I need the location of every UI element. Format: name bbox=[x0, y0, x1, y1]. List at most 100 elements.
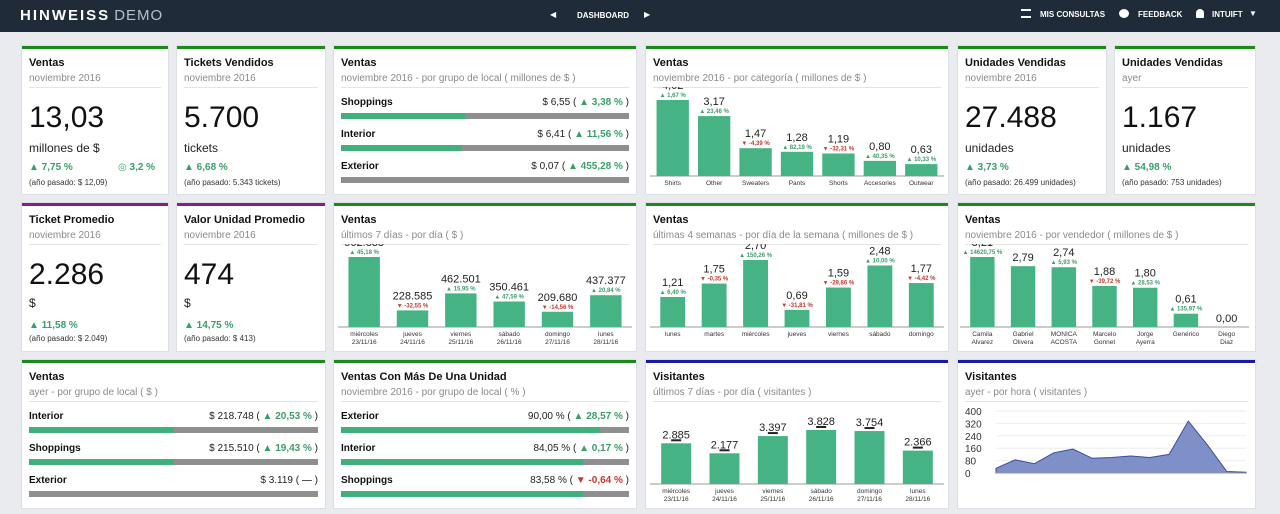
feedback-link[interactable]: FEEDBACK bbox=[1138, 10, 1183, 19]
card-title: Ventas bbox=[341, 214, 377, 226]
bar bbox=[445, 293, 477, 327]
bar-value-label: 2.366 bbox=[904, 437, 932, 449]
bar-marker bbox=[912, 446, 923, 449]
card-title: Ventas Con Más De Una Unidad bbox=[341, 371, 507, 383]
list-row-value: $ 3.119 ( — ) bbox=[260, 475, 318, 486]
bar-value-label: 2,48 bbox=[869, 245, 890, 257]
user-icon bbox=[1196, 9, 1204, 18]
x-tick-label: domingo bbox=[909, 331, 934, 338]
bar-value-label: 1,80 bbox=[1135, 268, 1156, 280]
x-tick-label: jueves bbox=[402, 331, 423, 338]
x-tick-label: lunes bbox=[598, 331, 614, 338]
area-series bbox=[995, 420, 1247, 474]
bar-change-label: ▲ 45,18 % bbox=[349, 250, 379, 256]
bar-change-label: ▲ 82,19 % bbox=[782, 145, 812, 151]
bar-change-label: ▼ -4,39 % bbox=[741, 141, 770, 147]
x-tick-label: Olivera bbox=[1013, 339, 1034, 346]
bar-change-label: ▲ 40,35 % bbox=[865, 154, 895, 160]
chevron-down-icon[interactable]: ▼ bbox=[1249, 9, 1257, 18]
list-row-label: Exterior bbox=[29, 475, 67, 486]
bar bbox=[348, 257, 380, 327]
bar-value-label: 3,17 bbox=[703, 96, 724, 108]
list-row-bar bbox=[29, 427, 318, 433]
app-logo[interactable]: HINWEISS DEMO bbox=[20, 7, 164, 24]
x-tick-label: jueves bbox=[714, 488, 735, 495]
bar-value-label: 3.754 bbox=[856, 417, 884, 429]
x-tick-label: Ayerra bbox=[1136, 339, 1155, 346]
ventas-ayer-grupo-local-card: Ventas ayer - por grupo de local ( $ ) I… bbox=[22, 360, 325, 508]
list-row-amount: 90,00 % bbox=[527, 411, 568, 422]
bar-marker bbox=[671, 439, 682, 442]
bar-value-label: 3.397 bbox=[759, 422, 787, 434]
bar-value-label: 1,28 bbox=[786, 132, 807, 144]
kpi-change: ▲ 7,75 % bbox=[29, 162, 73, 173]
bar bbox=[1010, 266, 1036, 327]
bar-change-label: ▲ 1,67 % bbox=[660, 93, 687, 99]
card-subtitle: noviembre 2016 - por grupo de local ( % … bbox=[341, 387, 526, 398]
list-row-amount: $ 0,07 bbox=[531, 161, 562, 172]
list-row-bar-fill bbox=[341, 491, 583, 497]
user-menu[interactable]: INTUIFT bbox=[1212, 10, 1243, 19]
bar bbox=[1092, 286, 1117, 327]
kpi-unit: $ bbox=[184, 296, 191, 310]
kpi-previous-year: (año pasado: $ 2.049) bbox=[29, 334, 108, 343]
x-tick-label: Jorge bbox=[1137, 331, 1154, 338]
ventas-dia-card: Ventas últimos 7 días - por día ( $ ) 96… bbox=[334, 203, 636, 351]
card-title: Unidades Vendidas bbox=[965, 57, 1066, 69]
mis-consultas-link[interactable]: MIS CONSULTAS bbox=[1040, 10, 1106, 19]
x-tick-label: martes bbox=[704, 331, 725, 338]
bar-change-label: ▲ 150,26 % bbox=[739, 253, 773, 259]
bar-change-label: ▼ -32,31 % bbox=[823, 147, 855, 153]
list-row-value: 84,05 % ( ▲ 0,17 % ) bbox=[533, 443, 629, 454]
bar-change-label: ▲ 15,95 % bbox=[446, 286, 476, 292]
list-row-bar-fill bbox=[341, 145, 462, 151]
kpi-unit: tickets bbox=[184, 141, 219, 155]
list-row-change: ▲ 0,17 % bbox=[579, 443, 623, 454]
card-subtitle: noviembre 2016 bbox=[29, 230, 101, 241]
kpi-value: 2.286 bbox=[29, 258, 105, 291]
x-tick-label: lunes bbox=[665, 331, 681, 338]
kpi-unit: $ bbox=[29, 296, 36, 310]
bar-change-label: ▼ -14,56 % bbox=[542, 305, 574, 311]
list-row-amount: $ 6,55 bbox=[542, 97, 573, 108]
x-tick-label: Gabriel bbox=[1013, 331, 1035, 338]
x-tick-label: domingo bbox=[545, 331, 570, 338]
kpi-unit: unidades bbox=[965, 141, 1014, 155]
y-tick-label: 0 bbox=[965, 469, 971, 480]
kpi-value: 5.700 bbox=[184, 101, 260, 134]
x-tick-label: sábado bbox=[869, 331, 891, 338]
list-row-change: ▼ -0,64 % bbox=[575, 475, 623, 486]
list-row-amount: 83,58 % bbox=[530, 475, 570, 486]
kpi-value: 27.488 bbox=[965, 101, 1057, 134]
list-row-bar bbox=[341, 145, 629, 151]
prev-dashboard-arrow-icon[interactable]: ◀ bbox=[550, 10, 557, 19]
bar bbox=[660, 296, 686, 327]
kpi-unidades-ayer-card: Unidades Vendidas ayer 1.167 unidades ▲ … bbox=[1115, 46, 1255, 194]
bar-change-label: ▲ 47,59 % bbox=[494, 295, 524, 301]
x-tick-label: Diaz bbox=[1220, 339, 1233, 346]
kpi-ventas-card: Ventas noviembre 2016 13,03 millones de … bbox=[22, 46, 168, 194]
bar-change-label: ▲ 135,97 % bbox=[1169, 307, 1203, 313]
bar-value-label: 2,74 bbox=[1053, 247, 1074, 259]
list-row-change: ▲ 11,56 % bbox=[574, 129, 623, 140]
bar bbox=[697, 116, 731, 176]
kpi-tickets-card: Tickets Vendidos noviembre 2016 5.700 ti… bbox=[177, 46, 325, 194]
x-tick-label: ACOSTA bbox=[1051, 339, 1078, 346]
bar bbox=[826, 287, 851, 327]
list-row-bar-fill bbox=[29, 459, 174, 465]
kpi-change: ▲ 3,73 % bbox=[965, 162, 1009, 173]
next-dashboard-arrow-icon[interactable]: ▶ bbox=[644, 10, 651, 19]
bar bbox=[1051, 267, 1076, 327]
list-row-bar bbox=[341, 427, 629, 433]
kpi-change: ▲ 14,75 % bbox=[184, 320, 234, 331]
bar-value-label: 1,21 bbox=[662, 277, 683, 289]
x-tick-label: viernes bbox=[828, 331, 850, 338]
list-row-bar bbox=[341, 491, 629, 497]
x-tick-label: 23/11/16 bbox=[352, 339, 377, 346]
bar-change-label: ▲ 20,84 % bbox=[591, 288, 621, 294]
kpi-previous-year: (año pasado: $ 413) bbox=[184, 334, 256, 343]
list-row-label: Interior bbox=[341, 443, 376, 454]
list-row-label: Interior bbox=[29, 411, 64, 422]
